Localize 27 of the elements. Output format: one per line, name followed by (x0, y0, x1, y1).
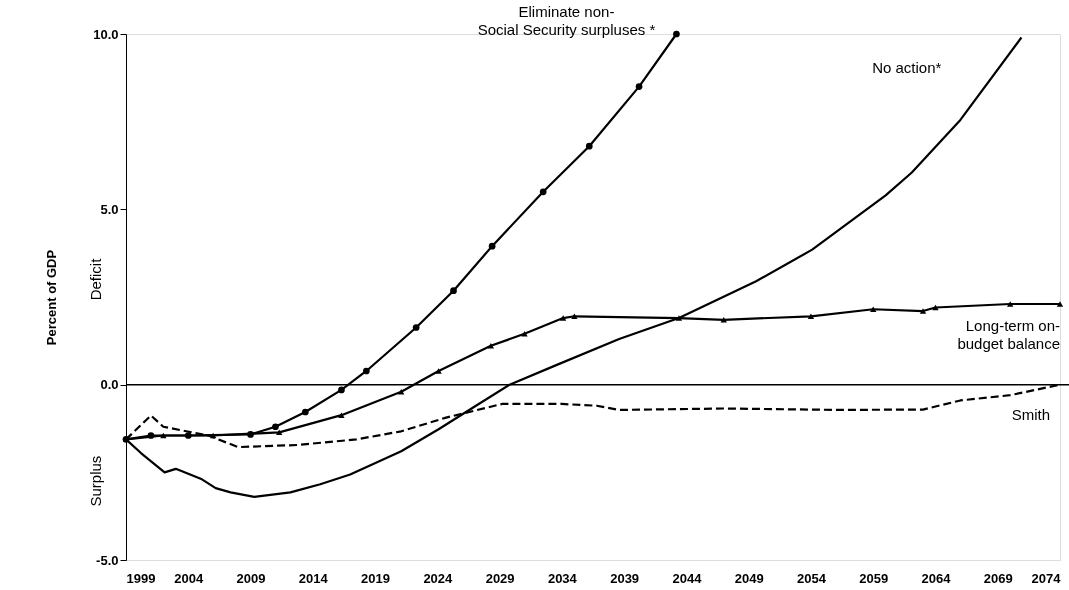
x-tick-label: 2029 (485, 570, 515, 586)
x-tick-label: 1999 (126, 570, 156, 586)
x-tick-label: 2009 (236, 570, 266, 586)
x-tick-label: 2059 (859, 570, 889, 586)
text: Deficit (87, 257, 104, 301)
x-tick-label: 2064 (921, 570, 952, 586)
y-tick-label: 0.0 (100, 377, 119, 393)
x-tick-label: 2069 (983, 570, 1013, 586)
x-tick-label: 2024 (423, 570, 454, 586)
text: Surplus (87, 455, 104, 507)
x-tick-label: 2004 (174, 570, 204, 586)
x-tick-label: 2034 (547, 570, 578, 586)
y-tick-label: 5.0 (100, 201, 119, 217)
series-label: Smith (1011, 405, 1050, 423)
x-tick-label: 2019 (361, 570, 391, 586)
text: No action* (872, 58, 942, 76)
x-tick-label: 2074 (1031, 570, 1062, 586)
series-label: Eliminate non-Social Security surpluses * (477, 3, 656, 38)
y-tick-label: -5.0 (96, 552, 119, 568)
y-tick-label: 10.0 (93, 26, 119, 42)
y-axis-title: Percent of GDP (44, 249, 60, 346)
x-tick-label: 2044 (672, 570, 703, 586)
x-tick-label: 2049 (734, 570, 764, 586)
series-label: Long-term on-budget balance (957, 317, 1060, 353)
x-tick-label: 2039 (610, 570, 640, 586)
x-tick-label: 2014 (298, 570, 329, 586)
x-tick-label: 2054 (796, 570, 827, 586)
